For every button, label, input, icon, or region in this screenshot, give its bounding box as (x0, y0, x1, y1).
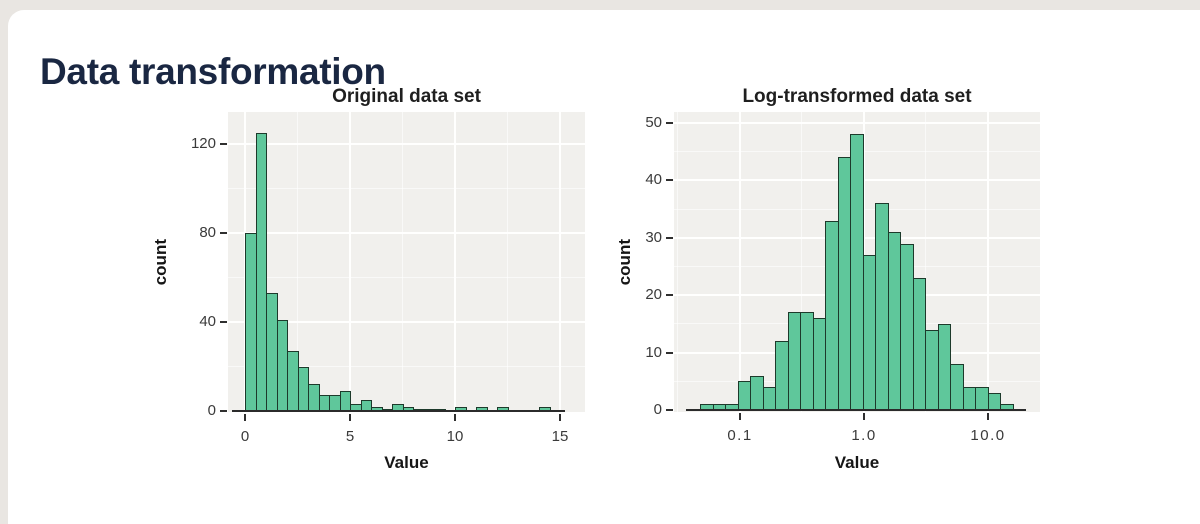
histogram-bar (987, 392, 1001, 410)
histogram-original: Original data set count Value 0 5 10 15 0 40 8… (151, 86, 585, 472)
x-tick-label: 1.0 (851, 427, 877, 444)
histogram-bar (476, 406, 488, 411)
page-title: Data transformation (40, 50, 386, 92)
histogram-bar (737, 381, 751, 410)
histogram-bar (862, 255, 876, 410)
x-axis-tick (454, 414, 456, 421)
y-axis-tick (666, 294, 673, 297)
x-tick-label: 0 (240, 428, 250, 445)
y-tick-label: 80 (199, 224, 216, 241)
plot-panel (228, 112, 585, 412)
gridline (228, 321, 585, 323)
histogram-bar (937, 323, 951, 410)
histogram-bar (850, 134, 864, 410)
y-tick-label: 0 (207, 402, 216, 419)
x-tick-label: 0.1 (727, 427, 753, 444)
x-tick-label: 10.0 (970, 427, 1006, 444)
y-tick-label: 30 (645, 228, 662, 246)
x-axis-tick (559, 414, 561, 421)
y-tick-label: 40 (645, 171, 662, 189)
histogram-bar (887, 232, 901, 410)
histogram-bar (339, 390, 351, 411)
gridline-minor (228, 188, 585, 189)
y-axis-tick (666, 409, 673, 411)
x-axis-tick (863, 413, 865, 420)
y-axis-label: count (151, 238, 170, 286)
gridline (674, 122, 1040, 124)
y-tick-label: 20 (645, 286, 662, 304)
histogram-bar (455, 406, 467, 411)
histogram-bar (950, 364, 964, 410)
gridline-minor (297, 112, 298, 412)
x-axis-tick (349, 414, 351, 421)
histogram-bar (750, 375, 764, 410)
histogram-bar (812, 318, 826, 410)
gridline-minor (801, 112, 803, 412)
gridline-minor (677, 112, 679, 412)
histogram-bar (255, 132, 267, 411)
gridline (228, 143, 585, 145)
y-axis-tick (666, 236, 673, 239)
histogram-bar (925, 329, 939, 410)
x-axis-label: Value (384, 453, 429, 472)
histogram-log-transformed: Log-transformed data set count Value 0.1… (615, 86, 1040, 472)
x-tick-label: 15 (551, 428, 569, 445)
histogram-bar (975, 387, 989, 410)
x-axis-tick (244, 414, 246, 421)
x-axis-line (686, 409, 1026, 411)
y-axis-tick (220, 143, 227, 145)
x-tick-label: 10 (446, 428, 464, 445)
histogram-bar (762, 387, 776, 410)
chart-title: Log-transformed data set (742, 86, 972, 107)
gridline-minor (228, 366, 585, 367)
histogram-bar (1000, 404, 1014, 410)
gridline-minor (228, 277, 585, 278)
histogram-bar (360, 399, 372, 411)
histogram-bar (800, 312, 814, 410)
histogram-bar (775, 341, 789, 410)
y-axis-tick (666, 122, 673, 124)
histogram-bar (825, 220, 839, 410)
y-tick-label: 10 (645, 343, 662, 361)
chart-title: Original data set (332, 86, 481, 107)
histogram-bar (787, 312, 801, 410)
x-axis-label: Value (834, 453, 880, 472)
histogram-bar (434, 408, 446, 411)
gridline (739, 112, 741, 412)
x-tick-label: 5 (345, 428, 355, 445)
histogram-bar (539, 406, 551, 411)
y-axis-tick (220, 410, 227, 412)
histogram-bar (962, 387, 976, 410)
y-tick-label: 50 (645, 114, 662, 131)
gridline-minor (507, 112, 508, 412)
y-tick-label: 0 (653, 401, 662, 418)
y-tick-label: 40 (199, 313, 216, 330)
gridline (987, 112, 989, 412)
histogram-bar (837, 157, 851, 410)
gridline (559, 112, 561, 412)
y-axis-tick (220, 321, 227, 323)
histogram-bar (900, 243, 914, 410)
y-axis-label: count (615, 238, 634, 286)
x-axis-line (232, 410, 565, 412)
plot-panel (674, 112, 1040, 412)
y-axis-tick (666, 351, 673, 354)
y-axis-tick (220, 232, 227, 234)
gridline (228, 232, 585, 234)
gridline (454, 112, 456, 412)
y-axis-tick (666, 179, 673, 182)
histogram-bar (912, 277, 926, 410)
x-axis-tick (739, 413, 741, 420)
y-tick-label: 120 (190, 135, 216, 152)
histogram-bar (497, 406, 509, 411)
gridline (349, 112, 351, 412)
x-axis-tick (987, 413, 989, 420)
histogram-bar (875, 203, 889, 410)
gridline-minor (925, 112, 927, 412)
gridline-minor (402, 112, 403, 412)
